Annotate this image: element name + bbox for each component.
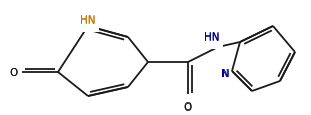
Text: HN: HN — [204, 32, 220, 42]
Text: HN: HN — [204, 33, 220, 43]
Text: N: N — [222, 68, 230, 78]
Text: O: O — [10, 67, 18, 77]
Text: N: N — [221, 68, 229, 78]
Text: O: O — [10, 67, 18, 77]
Text: HN: HN — [80, 15, 96, 25]
Text: N: N — [220, 67, 230, 80]
Text: O: O — [183, 96, 193, 109]
Text: O: O — [9, 66, 19, 79]
Text: HN: HN — [202, 35, 222, 48]
Text: O: O — [184, 101, 192, 111]
Text: HN: HN — [80, 16, 96, 26]
Text: HN: HN — [78, 18, 98, 31]
Text: O: O — [184, 102, 192, 112]
